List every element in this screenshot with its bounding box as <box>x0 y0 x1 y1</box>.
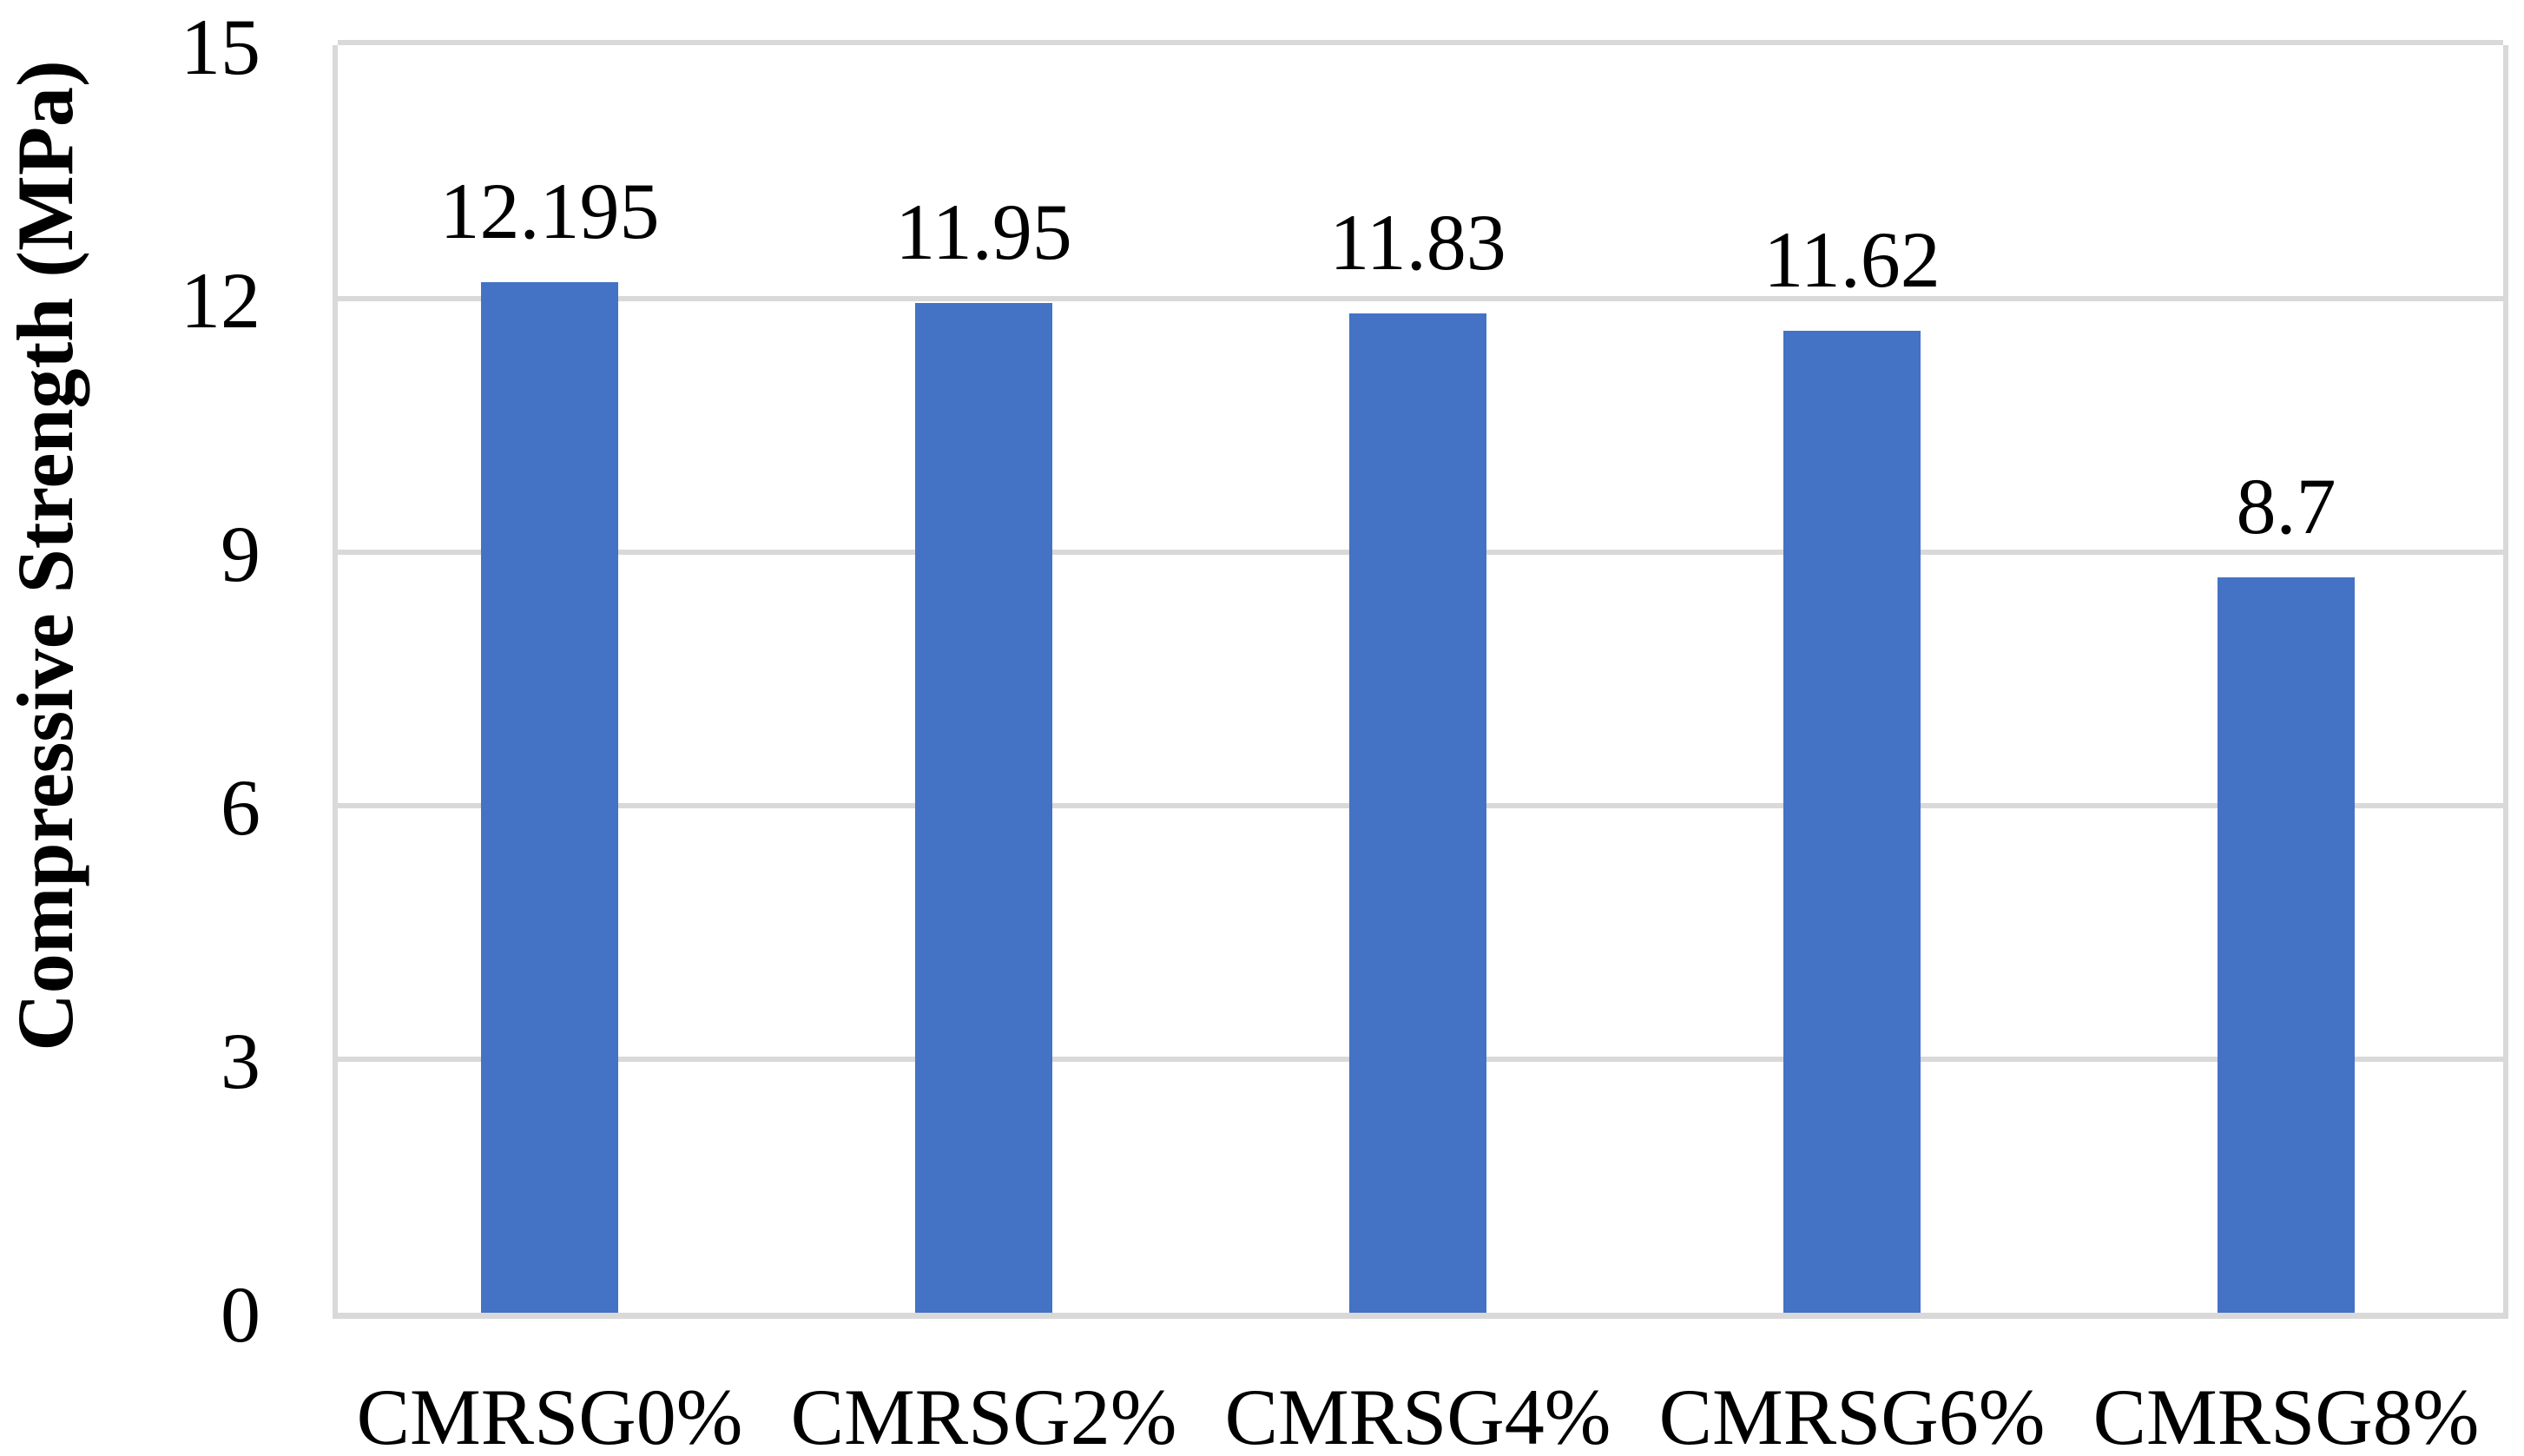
y-tick-label-9: 9 <box>221 510 260 598</box>
bar-CMRSG0% <box>481 282 618 1313</box>
bar-CMRSG2% <box>915 302 1052 1313</box>
data-label-CMRSG4%: 11.83 <box>1329 197 1506 287</box>
x-category-label-CMRSG4%: CMRSG4% <box>1224 1373 1611 1456</box>
y-gridline-15 <box>338 40 2503 45</box>
plot-area <box>333 40 2508 1319</box>
data-label-CMRSG0%: 12.195 <box>439 167 660 256</box>
bar-CMRSG6% <box>1783 331 1921 1313</box>
y-tick-label-3: 3 <box>221 1017 260 1105</box>
x-category-label-CMRSG8%: CMRSG8% <box>2092 1373 2480 1456</box>
x-category-label-CMRSG0%: CMRSG0% <box>356 1373 743 1456</box>
data-label-CMRSG8%: 8.7 <box>2236 462 2336 551</box>
y-tick-label-15: 15 <box>181 3 260 91</box>
bar-CMRSG4% <box>1349 313 1486 1313</box>
y-gridline-12 <box>338 296 2503 301</box>
data-label-CMRSG6%: 11.62 <box>1763 215 1941 304</box>
y-axis-title: Compressive Strength (MPa) <box>1 60 89 1051</box>
y-tick-label-0: 0 <box>221 1270 260 1359</box>
bar-CMRSG8% <box>2218 577 2355 1313</box>
x-category-label-CMRSG2%: CMRSG2% <box>790 1373 1177 1456</box>
x-category-label-CMRSG6%: CMRSG6% <box>1658 1373 2046 1456</box>
y-tick-label-6: 6 <box>221 763 260 852</box>
y-tick-label-12: 12 <box>181 256 260 345</box>
data-label-CMRSG2%: 11.95 <box>895 187 1072 276</box>
